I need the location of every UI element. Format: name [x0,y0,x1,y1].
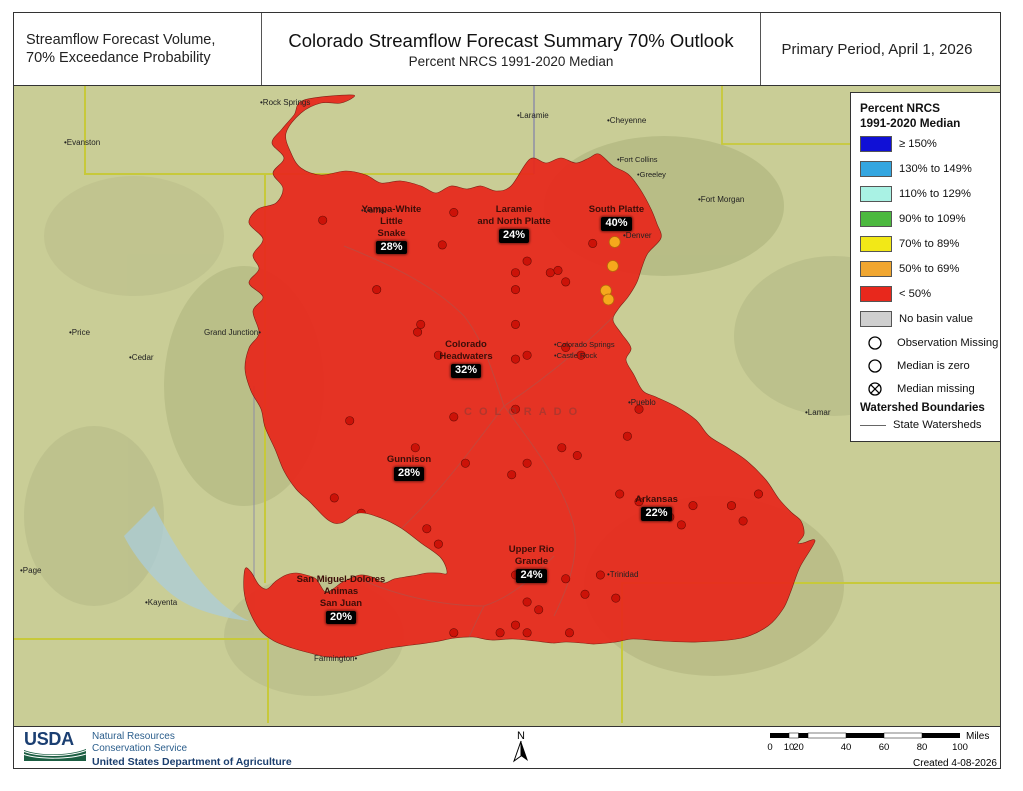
svg-text:0: 0 [767,742,772,751]
svg-text:40: 40 [841,742,852,751]
svg-text:20: 20 [793,742,804,751]
svg-text:80: 80 [917,742,928,751]
svg-text:60: 60 [879,742,890,751]
svg-text:100: 100 [952,742,968,751]
svg-text:USDA: USDA [24,729,74,749]
svg-text:N: N [517,730,525,742]
svg-text:Miles: Miles [966,731,989,742]
